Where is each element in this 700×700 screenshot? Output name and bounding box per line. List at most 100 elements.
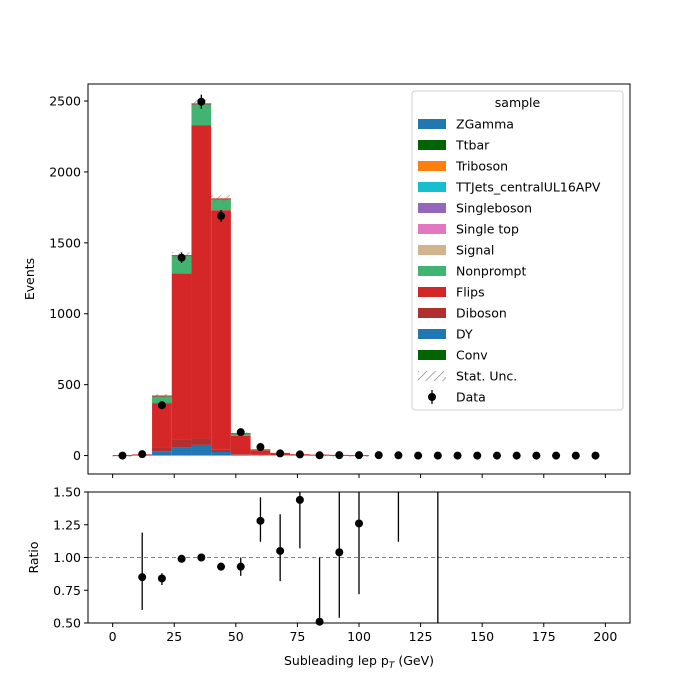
ratio-y-tick-label: 1.25 <box>53 517 81 532</box>
data-point <box>118 451 127 460</box>
bar-flips <box>230 435 251 455</box>
bar-nonprompt <box>211 198 231 211</box>
data-point <box>157 401 166 410</box>
ratio-y-tick-label: 1.50 <box>53 485 81 500</box>
main-x-ticks <box>112 474 606 478</box>
bar-flips <box>191 125 212 439</box>
ratio-point <box>315 617 324 626</box>
ratio-point <box>197 553 206 562</box>
data-point <box>355 451 363 460</box>
main-y-axis-label: Events <box>22 258 37 300</box>
data-point <box>295 450 304 459</box>
data-point <box>492 451 501 460</box>
legend-title: sample <box>495 95 541 110</box>
data-point <box>315 451 324 460</box>
data-point <box>236 428 245 437</box>
data-point <box>532 451 541 460</box>
ratio-y-tick-label: 1.00 <box>53 550 81 565</box>
legend-item-single-top-swatch <box>418 224 446 234</box>
legend-item-conv-swatch <box>418 350 446 360</box>
y-tick-label: 0 <box>73 448 81 463</box>
x-tick-label: 175 <box>532 629 556 644</box>
data-point <box>177 253 186 262</box>
legend-item-data-label: Data <box>456 390 486 405</box>
data-point <box>552 451 561 460</box>
legend: sample ZGamma Ttbar Triboson TTJets_central… <box>411 90 624 411</box>
bar-dy <box>211 452 231 456</box>
bar-diboson <box>191 438 212 445</box>
data-point <box>217 211 226 220</box>
bar-flips <box>211 210 231 450</box>
data-point <box>256 443 265 452</box>
ratio-point <box>295 495 304 504</box>
legend-item-singleboson-swatch <box>418 203 446 213</box>
bar-diboson <box>171 439 192 448</box>
bar-nonprompt <box>171 255 192 274</box>
ratio-point <box>217 562 226 571</box>
ratio-y-ticks: 0.50 0.75 1.00 1.25 1.50 <box>53 485 88 631</box>
data-point <box>394 451 403 460</box>
bar-dy <box>152 451 172 456</box>
y-tick-label: 1000 <box>49 306 81 321</box>
x-tick-label: 75 <box>289 629 305 644</box>
main-plot-frame <box>87 83 631 475</box>
bar-flips <box>171 273 192 440</box>
legend-item-signal-label: Signal <box>456 243 494 258</box>
ratio-points <box>138 492 439 626</box>
legend-item-stat-unc--label: Stat. Unc. <box>456 369 517 384</box>
x-tick-label: 125 <box>409 629 433 644</box>
legend-item-triboson-label: Triboson <box>455 159 508 174</box>
data-point <box>335 451 344 460</box>
legend-item-ttbar-swatch <box>418 140 446 150</box>
ratio-point <box>256 516 265 525</box>
x-tick-label: 0 <box>109 629 117 644</box>
ratio-point <box>236 562 245 571</box>
bar-diboson <box>230 454 251 455</box>
bar-diboson <box>152 447 172 452</box>
legend-item-diboson-swatch <box>418 308 446 318</box>
bar-nonprompt <box>191 103 212 126</box>
legend-item-signal-swatch <box>418 245 446 255</box>
legend-item-diboson-label: Diboson <box>456 306 507 321</box>
legend-item-ttjets-centralul16apv-label: TTJets_centralUL16APV <box>455 180 601 195</box>
ratio-point <box>355 519 363 528</box>
legend-item-conv-label: Conv <box>456 348 488 363</box>
bar-flips <box>152 403 172 448</box>
data-point <box>138 450 147 459</box>
legend-item-nonprompt-swatch <box>418 266 446 276</box>
ratio-plot-frame <box>87 491 631 624</box>
data-point <box>453 451 462 460</box>
y-tick-label: 2000 <box>49 164 81 179</box>
data-point <box>433 451 442 460</box>
legend-item-singleboson-label: Singleboson <box>456 201 532 216</box>
y-tick-label: 1500 <box>49 235 81 250</box>
legend-item-dy-label: DY <box>456 327 473 342</box>
ratio-point <box>157 574 166 583</box>
data-points <box>118 94 600 460</box>
x-tick-label: 150 <box>470 629 494 644</box>
legend-box <box>411 90 624 411</box>
legend-item-single-top-label: Single top <box>456 222 519 237</box>
legend-item-ttjets-centralul16apv-swatch <box>418 182 446 192</box>
legend-item-dy-swatch <box>418 329 446 339</box>
ratio-panel: 0.50 0.75 1.00 1.25 1.50 0 25 50 75 100 125 150 175… <box>26 485 631 671</box>
legend-item-zgamma-swatch <box>418 119 446 129</box>
bar-diboson <box>211 449 231 453</box>
ratio-y-axis-label: Ratio <box>26 541 41 573</box>
x-tick-label: 200 <box>593 629 617 644</box>
ratio-point <box>276 546 285 555</box>
bar-flips <box>250 450 271 455</box>
legend-item-zgamma-label: ZGamma <box>456 117 514 132</box>
ratio-x-ticks: 0 25 50 75 100 125 150 175 200 <box>109 623 617 644</box>
ratio-point <box>138 573 147 582</box>
ratio-point <box>177 554 186 563</box>
data-point <box>571 451 580 460</box>
data-point <box>276 449 285 458</box>
x-tick-label: 50 <box>228 629 244 644</box>
y-tick-label: 2500 <box>49 94 81 109</box>
bar-nonprompt <box>152 396 172 404</box>
x-tick-label: 25 <box>166 629 182 644</box>
ratio-point <box>335 548 344 557</box>
data-point <box>512 451 521 460</box>
